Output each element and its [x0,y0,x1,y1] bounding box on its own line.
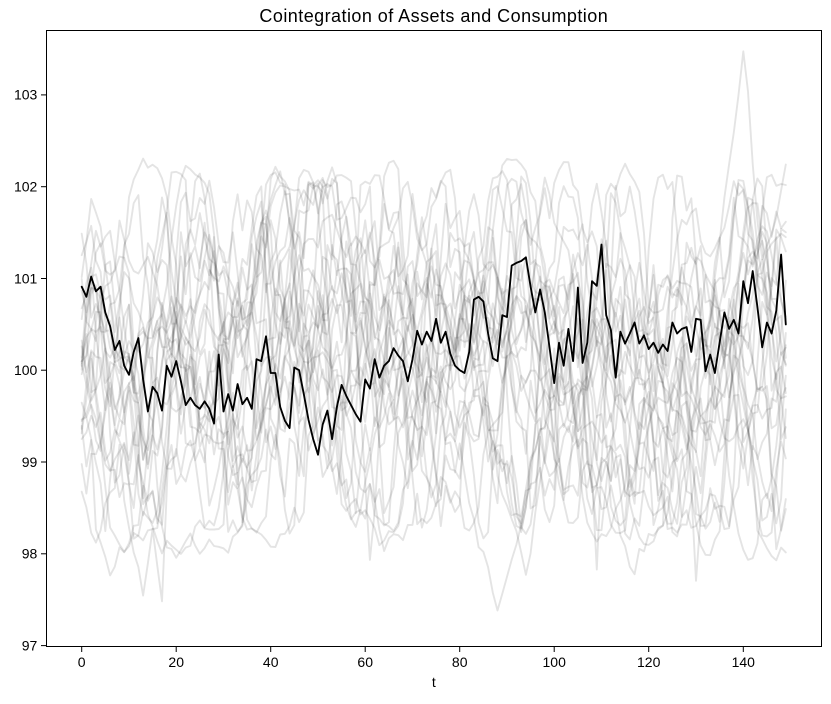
svg-text:98: 98 [22,546,38,562]
svg-text:100: 100 [14,362,38,378]
svg-text:97: 97 [22,637,38,653]
svg-text:99: 99 [22,454,38,470]
svg-text:80: 80 [452,654,468,670]
svg-text:102: 102 [14,179,38,195]
svg-text:101: 101 [14,270,38,286]
svg-text:t: t [432,674,436,690]
svg-text:20: 20 [168,654,184,670]
svg-text:103: 103 [14,87,38,103]
svg-text:140: 140 [732,654,756,670]
svg-text:40: 40 [263,654,279,670]
svg-text:Cointegration of Assets and Co: Cointegration of Assets and Consumption [259,6,608,26]
svg-text:0: 0 [78,654,86,670]
svg-text:100: 100 [543,654,567,670]
svg-text:120: 120 [637,654,661,670]
svg-text:60: 60 [357,654,373,670]
